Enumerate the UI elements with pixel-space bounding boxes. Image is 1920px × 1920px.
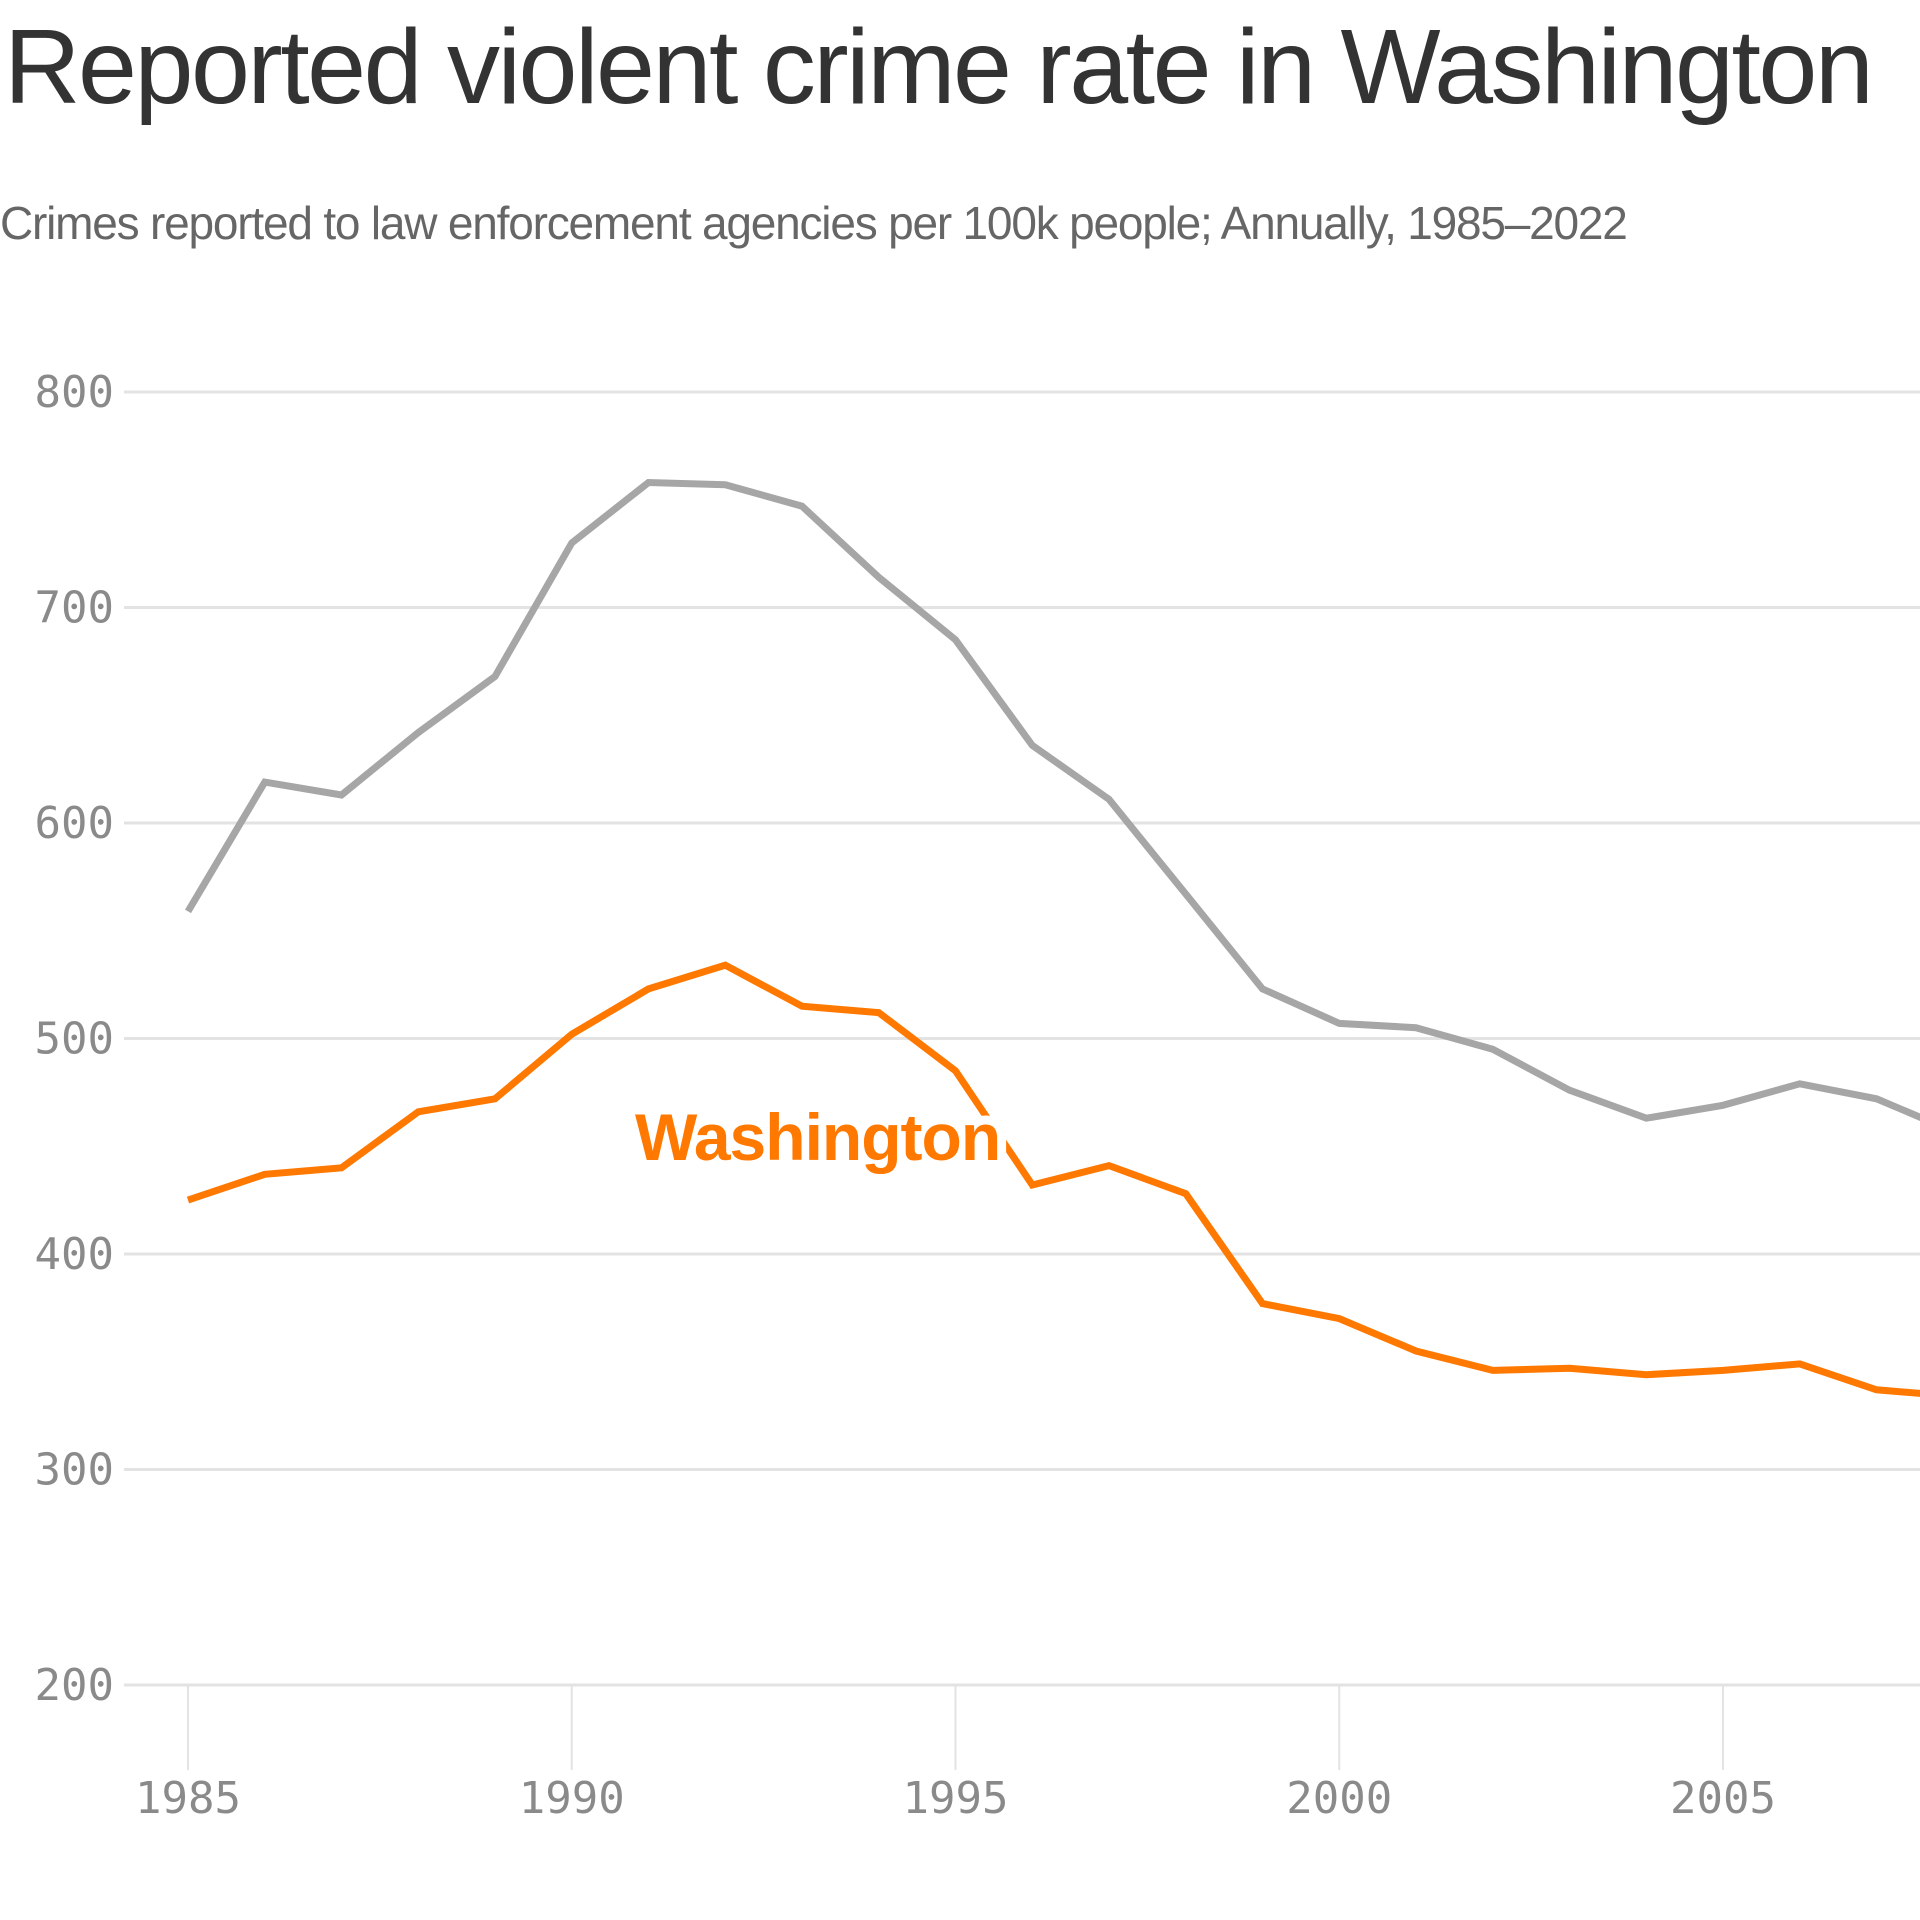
y-tick-label: 800 bbox=[35, 367, 114, 418]
series-label-washington: Washington bbox=[635, 1100, 1000, 1174]
series-label-halo: Washington bbox=[635, 1100, 1000, 1174]
y-tick-label: 200 bbox=[35, 1660, 114, 1711]
series-line-comparison bbox=[184, 478, 1920, 1122]
x-tick-label: 2005 bbox=[1670, 1773, 1776, 1824]
x-tick-label: 1990 bbox=[519, 1773, 625, 1824]
y-tick-label: 700 bbox=[35, 583, 114, 634]
x-tick-label: 1985 bbox=[135, 1773, 241, 1824]
x-axis: 1985 1990 1995 2000 2005 bbox=[135, 1685, 1776, 1824]
series-line-washington bbox=[186, 961, 1920, 1397]
y-tick-label: 500 bbox=[35, 1014, 114, 1065]
y-tick-label: 400 bbox=[35, 1229, 114, 1280]
y-tick-label: 300 bbox=[35, 1445, 114, 1496]
series-lines bbox=[184, 478, 1920, 1397]
x-tick-label: 2000 bbox=[1286, 1773, 1392, 1824]
chart-subtitle: Crimes reported to law enforcement agenc… bbox=[0, 197, 1628, 249]
y-gridlines bbox=[124, 390, 1920, 1687]
y-axis: 200 300 400 500 600 700 800 bbox=[35, 367, 114, 1711]
chart-title: Reported violent crime rate in Washingto… bbox=[4, 8, 1874, 126]
y-tick-label: 600 bbox=[35, 798, 114, 849]
x-tick-label: 1995 bbox=[903, 1773, 1009, 1824]
